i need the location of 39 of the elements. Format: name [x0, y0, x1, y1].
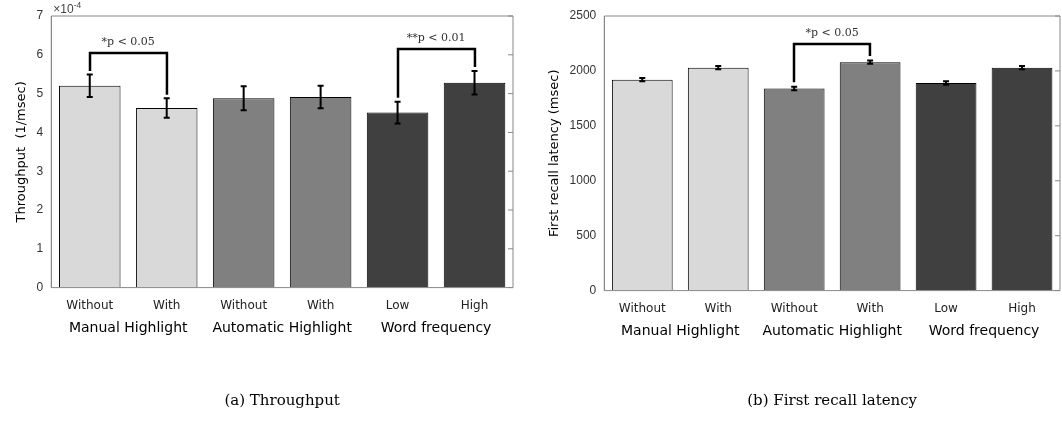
y-tick-label: 5 — [36, 85, 44, 100]
annotation: **p < 0.01 — [406, 31, 466, 45]
annotation: *p < 0.05 — [805, 26, 859, 40]
text: (a) Throughput — [224, 391, 340, 409]
y-tick-label: 0 — [589, 282, 597, 297]
text: Word frequency — [928, 321, 1040, 338]
text: Manual Highlight — [68, 318, 188, 335]
y-tick-label: 7 — [36, 8, 44, 23]
x-tick-label: Low — [934, 300, 959, 315]
text: Word frequency — [380, 318, 492, 335]
y-tick-label: 2 — [36, 202, 44, 217]
x-tick-label: Low — [385, 297, 410, 312]
y-tick-label: 2500 — [569, 8, 597, 23]
y-axis-title: First recall latency (msec) — [546, 69, 562, 238]
y-tick-label: 1 — [36, 241, 44, 256]
x-tick-label: Without — [220, 297, 268, 312]
y-axis-title: Throughput (1/msec) — [13, 81, 29, 224]
x-tick-label: Without — [618, 300, 667, 315]
y-tick-label: 4 — [36, 124, 44, 139]
annotation: *p < 0.05 — [101, 34, 155, 48]
y-tick-label: 1500 — [569, 118, 597, 133]
y-tick-label: 1000 — [569, 173, 597, 188]
x-tick-label: With — [704, 300, 732, 315]
x-tick-label: Without — [66, 297, 114, 312]
y-tick-label: 500 — [576, 227, 597, 242]
x-tick-label: High — [1008, 300, 1036, 315]
text: (b) First recall latency — [747, 391, 918, 409]
x-tick-label: With — [306, 297, 335, 312]
y-tick-label: 0 — [36, 279, 44, 294]
y-tick-label: 3 — [36, 163, 44, 178]
x-tick-label: Without — [770, 300, 818, 315]
x-tick-label: With — [856, 300, 884, 315]
x-tick-label: With — [153, 297, 181, 312]
y-tick-label: 2000 — [569, 63, 597, 78]
y-tick-label: 6 — [36, 47, 44, 62]
text: Automatic Highlight — [762, 321, 903, 338]
text: Automatic Highlight — [212, 318, 353, 335]
text: Manual Highlight — [620, 321, 741, 338]
x-tick-label: High — [460, 297, 489, 312]
